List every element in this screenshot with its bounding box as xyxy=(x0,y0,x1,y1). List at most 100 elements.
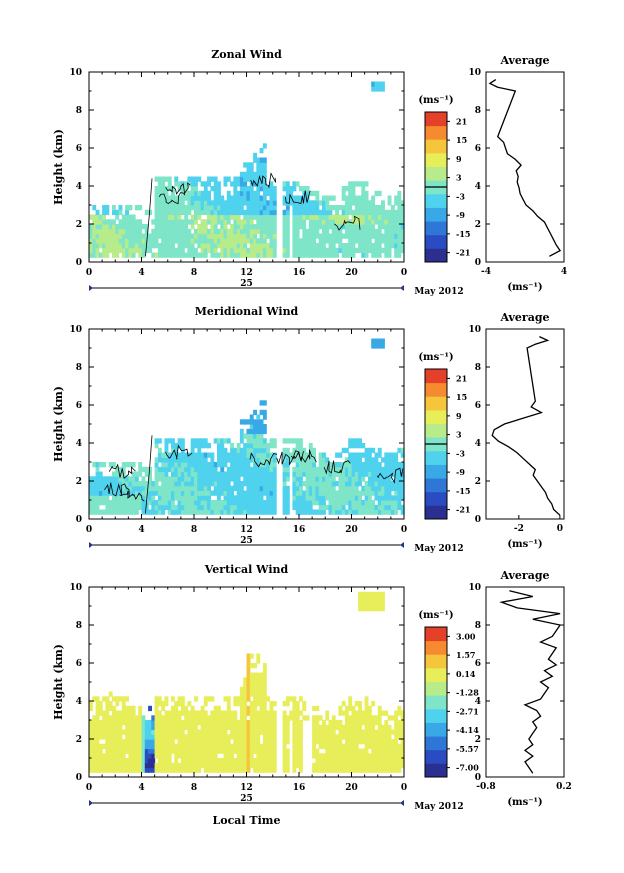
heatmap-cell xyxy=(246,252,251,258)
heatmap-cell xyxy=(259,743,264,750)
heatmap-cell xyxy=(322,243,326,249)
heatmap-cell xyxy=(125,205,129,211)
heatmap-cell xyxy=(354,238,359,244)
heatmap-cell xyxy=(239,171,244,178)
x-tick-label: 0 xyxy=(86,268,92,278)
heatmap-cell xyxy=(331,228,336,235)
heatmap-cell xyxy=(98,490,103,496)
heatmap-cell xyxy=(331,748,336,754)
heatmap-cell xyxy=(348,471,353,477)
heatmap-cell xyxy=(187,219,192,225)
heatmap-cell xyxy=(351,466,356,473)
heatmap-cell xyxy=(318,743,323,750)
heatmap-cell xyxy=(128,481,133,487)
heatmap-cell xyxy=(164,720,169,726)
heatmap-cell xyxy=(374,476,379,482)
heatmap-cell xyxy=(364,500,369,506)
heatmap-cell xyxy=(246,682,251,688)
heatmap-cell xyxy=(374,767,379,773)
heatmap-cell xyxy=(272,438,277,444)
heatmap-cell xyxy=(259,753,264,759)
heatmap-cell xyxy=(325,462,330,468)
heatmap-cell xyxy=(361,219,366,225)
heatmap-cell xyxy=(157,500,162,506)
heatmap-cell xyxy=(246,767,251,773)
heatmap-cell xyxy=(121,500,126,506)
profile-title: Average xyxy=(499,569,549,582)
heatmap-cell xyxy=(292,729,297,735)
heatmap-cell xyxy=(322,195,326,201)
heatmap-cell xyxy=(144,729,149,735)
heatmap-cell xyxy=(187,485,192,492)
heatmap-cell xyxy=(194,476,198,482)
heatmap-cell xyxy=(262,195,267,201)
heatmap-cell xyxy=(157,729,162,735)
heatmap-cell xyxy=(328,500,333,506)
heatmap-cell xyxy=(262,400,267,406)
heatmap-cell xyxy=(292,504,297,511)
heatmap-cell xyxy=(299,247,303,254)
heatmap-cell xyxy=(177,495,182,501)
heatmap-cell xyxy=(361,767,366,773)
heatmap-cell xyxy=(239,186,244,192)
heatmap-cell xyxy=(125,209,129,216)
heatmap-cell xyxy=(154,205,159,211)
heatmap-cell xyxy=(312,252,316,258)
heatmap-cell xyxy=(148,471,152,477)
heatmap-cell xyxy=(187,509,192,515)
profile-frame xyxy=(485,71,565,263)
heatmap-cell xyxy=(387,466,392,473)
colorbar-tick-label: -15 xyxy=(456,486,470,496)
heatmap-cell xyxy=(256,457,261,463)
heatmap-cell xyxy=(246,466,251,473)
heatmap-cell xyxy=(112,224,116,230)
heatmap-cell xyxy=(256,691,261,697)
heatmap-cell xyxy=(174,457,179,463)
heatmap-cell xyxy=(312,753,316,759)
profile-y-tick-label: 4 xyxy=(475,182,481,192)
heatmap-cell xyxy=(171,720,175,726)
heatmap-cell xyxy=(269,181,274,187)
heatmap-cell xyxy=(167,195,172,201)
heatmap-cell xyxy=(125,500,129,506)
heatmap-cell xyxy=(282,504,287,511)
heatmap-cell xyxy=(344,705,349,712)
heatmap-cell xyxy=(174,715,179,721)
heatmap-cell xyxy=(361,591,366,598)
heatmap-cell xyxy=(259,200,264,206)
heatmap-cell xyxy=(272,758,277,764)
heatmap-cell xyxy=(292,471,297,477)
heatmap-cell xyxy=(397,485,402,492)
heatmap-cell xyxy=(354,767,359,773)
heatmap-cell xyxy=(341,466,346,473)
heatmap-cell xyxy=(190,485,195,492)
heatmap-cell xyxy=(361,200,366,206)
heatmap-cell xyxy=(220,452,225,458)
heatmap-cell xyxy=(161,471,166,477)
heatmap-cell xyxy=(344,485,349,492)
heatmap-cell xyxy=(131,252,136,258)
heatmap-cell xyxy=(118,233,123,239)
heatmap-cell xyxy=(118,734,123,740)
heatmap-cell xyxy=(269,705,274,712)
heatmap-cell xyxy=(138,748,143,754)
heatmap-cell xyxy=(190,743,195,750)
heatmap-cell xyxy=(233,729,238,735)
heatmap-cell xyxy=(253,734,257,740)
heatmap-cell xyxy=(266,743,271,750)
heatmap-cell xyxy=(354,500,359,506)
heatmap-cell xyxy=(217,720,221,726)
heatmap-cell xyxy=(197,729,202,735)
heatmap-cell xyxy=(364,762,369,769)
heatmap-cell xyxy=(338,767,343,773)
heatmap-cell xyxy=(381,591,385,598)
y-axis-label: Height (km) xyxy=(52,386,65,462)
heatmap-cell xyxy=(315,476,320,482)
heatmap-cell xyxy=(338,462,343,468)
heatmap-cell xyxy=(315,762,320,769)
heatmap-cell xyxy=(210,238,215,244)
heatmap-cell xyxy=(292,247,297,254)
heatmap-cell xyxy=(397,252,402,258)
colorbar-tick-label: -9 xyxy=(456,467,465,477)
heatmap-cell xyxy=(384,476,389,482)
